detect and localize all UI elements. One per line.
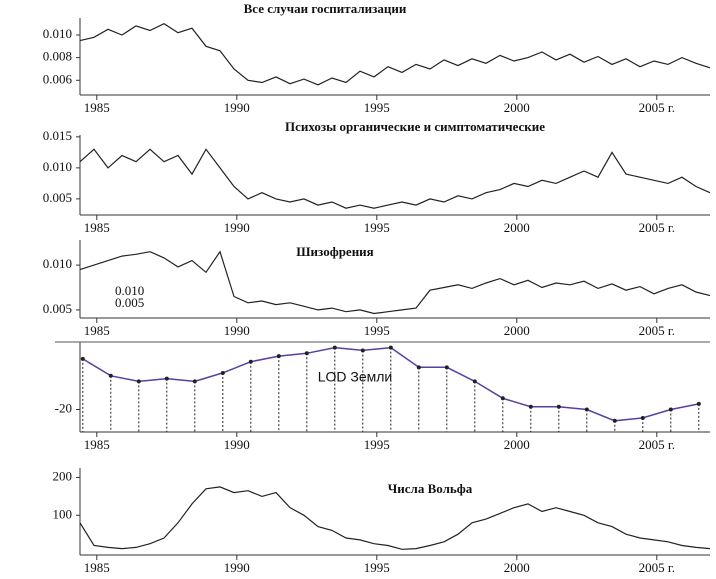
chart-title: LOD Земли — [318, 369, 393, 385]
annotation: 0.010 — [115, 283, 144, 298]
x-tick-label: 2000 — [504, 323, 530, 338]
point — [584, 407, 589, 412]
point — [304, 351, 309, 356]
x-tick-label: 1990 — [224, 560, 250, 575]
annotation: 0.005 — [115, 295, 144, 310]
chart-title: Все случаи госпитализации — [244, 1, 407, 16]
y-tick-label: 0.005 — [43, 190, 72, 205]
point — [696, 401, 701, 406]
point — [444, 365, 449, 370]
y-tick-label: 0.008 — [43, 49, 72, 64]
series-line — [79, 250, 711, 315]
y-tick-label: 0.010 — [43, 159, 72, 174]
x-tick-label: 1995 — [364, 437, 390, 452]
x-tick-label: 2005 г. — [639, 220, 675, 235]
x-tick-label: 1990 — [224, 323, 250, 338]
point — [220, 370, 225, 375]
y-tick-label: 200 — [53, 468, 73, 483]
point — [388, 345, 393, 350]
x-tick-label: 2005 г. — [639, 560, 675, 575]
x-tick-label: 2000 — [504, 437, 530, 452]
y-tick-label: 0.015 — [43, 128, 72, 143]
point — [640, 415, 645, 420]
point — [80, 356, 85, 361]
chart-title: Числа Вольфа — [388, 481, 473, 496]
x-tick-label: 1995 — [364, 560, 390, 575]
point — [248, 359, 253, 364]
y-tick-label: 0.006 — [43, 71, 73, 86]
point — [612, 418, 617, 423]
point — [136, 379, 141, 384]
x-tick-label: 1985 — [84, 437, 110, 452]
y-tick-label: 100 — [53, 506, 73, 521]
y-tick-label: 0.010 — [43, 256, 72, 271]
chart-title: Шизофрения — [296, 244, 373, 259]
x-tick-label: 1995 — [364, 220, 390, 235]
x-tick-label: 1985 — [84, 560, 110, 575]
point — [472, 379, 477, 384]
point — [108, 373, 113, 378]
series-line — [79, 148, 711, 209]
chart-title: Психозы органические и симптоматические — [285, 119, 545, 134]
x-tick-label: 2000 — [504, 220, 530, 235]
x-tick-label: 1985 — [84, 100, 110, 115]
x-tick-label: 2000 — [504, 560, 530, 575]
y-tick-label: 0.010 — [43, 26, 72, 41]
x-tick-label: 1990 — [224, 437, 250, 452]
point — [528, 404, 533, 409]
x-tick-label: 2000 — [504, 100, 530, 115]
y-tick-label: 0.005 — [43, 301, 72, 316]
point — [164, 376, 169, 381]
x-tick-label: 2005 г. — [639, 100, 675, 115]
x-tick-label: 2005 г. — [639, 437, 675, 452]
point — [500, 396, 505, 401]
x-tick-label: 1985 — [84, 323, 110, 338]
x-tick-label: 1995 — [364, 323, 390, 338]
x-tick-label: 1985 — [84, 220, 110, 235]
point — [276, 354, 281, 359]
series-line — [79, 486, 711, 550]
point — [556, 404, 561, 409]
point — [360, 348, 365, 353]
point — [192, 379, 197, 384]
point — [416, 365, 421, 370]
point — [668, 407, 673, 412]
point — [332, 345, 337, 350]
y-tick-label: -20 — [55, 400, 72, 415]
x-tick-label: 1995 — [364, 100, 390, 115]
series-line — [79, 23, 711, 86]
x-tick-label: 1990 — [224, 100, 250, 115]
x-tick-label: 1990 — [224, 220, 250, 235]
x-tick-label: 2005 г. — [639, 323, 675, 338]
